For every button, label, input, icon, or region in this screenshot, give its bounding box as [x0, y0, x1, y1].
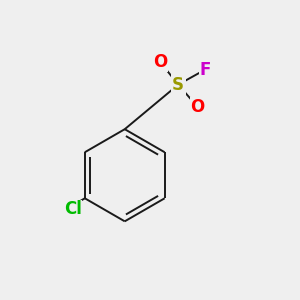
- Text: F: F: [199, 61, 211, 79]
- Text: O: O: [153, 53, 167, 71]
- Text: Cl: Cl: [64, 200, 82, 218]
- Text: O: O: [190, 98, 205, 116]
- Text: S: S: [172, 76, 184, 94]
